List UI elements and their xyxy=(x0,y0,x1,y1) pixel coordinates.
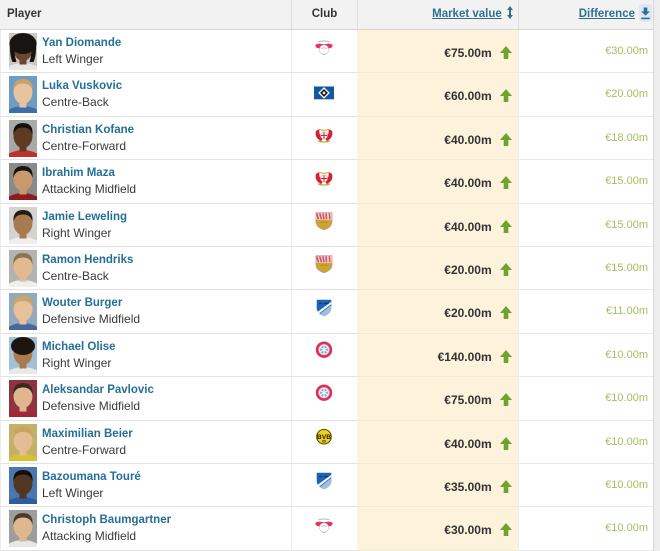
svg-text:09: 09 xyxy=(322,440,326,444)
svg-text:BVB: BVB xyxy=(316,434,330,441)
